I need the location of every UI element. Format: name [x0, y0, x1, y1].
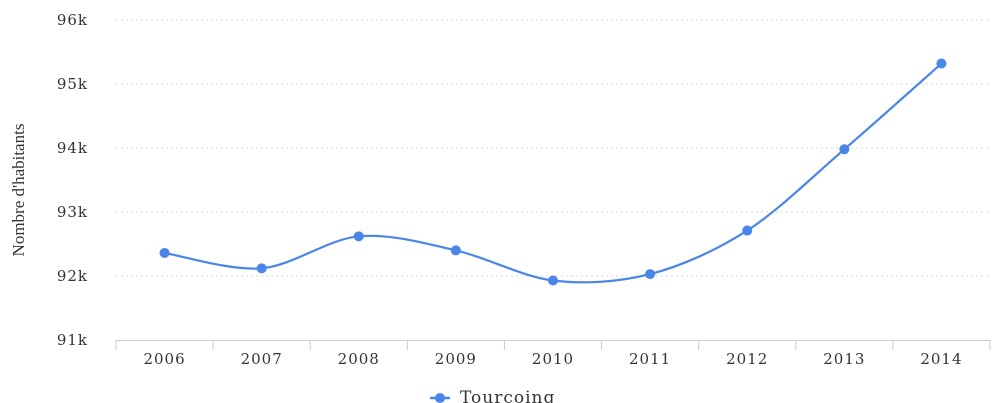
data-point[interactable] — [159, 247, 170, 258]
legend[interactable]: Tourcoing — [430, 388, 555, 403]
data-point[interactable] — [450, 245, 461, 256]
x-tick-label: 2009 — [435, 350, 477, 368]
data-point[interactable] — [839, 144, 850, 155]
series-line — [164, 62, 943, 284]
y-tick-label: 92k — [57, 267, 88, 285]
x-tick-label: 2013 — [823, 350, 865, 368]
legend-marker-icon — [435, 393, 445, 403]
data-point[interactable] — [936, 58, 947, 69]
legend-label[interactable]: Tourcoing — [460, 388, 555, 403]
x-tick-label: 2010 — [532, 350, 574, 368]
y-axis-title: Nombre d'habitants — [9, 124, 28, 257]
y-tick-label: 95k — [57, 75, 88, 93]
series-layer — [159, 58, 947, 286]
y-tick-labels: 91k 92k 93k 94k 95k 96k — [57, 11, 88, 349]
x-tick-label: 2008 — [338, 350, 380, 368]
y-tick-label: 93k — [57, 203, 88, 221]
data-point[interactable] — [353, 231, 364, 242]
data-point[interactable] — [256, 263, 267, 274]
x-axis: 2006 2007 2008 2009 2010 2011 2012 2013 2014 — [115, 340, 991, 368]
x-tick-label: 2011 — [629, 350, 671, 368]
x-tick-label: 2012 — [726, 350, 768, 368]
x-tick-label: 2007 — [241, 350, 283, 368]
y-tick-label: 96k — [57, 11, 88, 29]
data-point[interactable] — [742, 225, 753, 236]
y-tick-label: 94k — [57, 139, 88, 157]
y-tick-label: 91k — [57, 331, 88, 349]
data-point[interactable] — [645, 269, 656, 280]
x-tick-label: 2014 — [920, 350, 962, 368]
data-point[interactable] — [548, 275, 558, 286]
x-tick-label: 2006 — [143, 350, 185, 368]
y-gridlines — [116, 19, 990, 277]
